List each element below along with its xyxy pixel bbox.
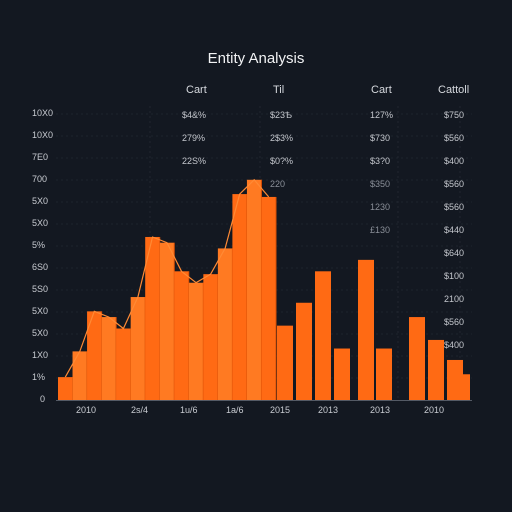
bar [376, 348, 392, 400]
table-cell: 1230 [370, 202, 391, 212]
table-cell: $0?% [270, 156, 294, 166]
table-cell: $640 [444, 248, 465, 258]
y-tick-label: 700 [32, 174, 48, 184]
table-cell: $23Ѣ [270, 110, 293, 120]
x-tick-label: 1a/6 [226, 405, 244, 415]
area-bar [246, 179, 262, 400]
area-bar [203, 274, 218, 400]
area-bar [188, 282, 204, 400]
area-bar [130, 297, 146, 400]
chart-marks [56, 178, 472, 401]
area-bar [58, 377, 73, 400]
table-cell: $560 [444, 202, 465, 212]
x-tick-label: 2013 [318, 405, 339, 415]
area-bar [159, 242, 175, 400]
column-header-3: Cart [371, 84, 392, 96]
area-bar [261, 196, 276, 400]
y-tick-label: 5S0 [32, 284, 49, 294]
y-tick-label: 10X0 [32, 130, 54, 140]
area-bar [232, 194, 247, 400]
bar [315, 271, 331, 400]
table-cell: $730 [370, 133, 391, 143]
bar [296, 302, 312, 400]
y-tick-label: 1% [32, 372, 46, 382]
table-cell: 2100 [444, 294, 465, 304]
bar [460, 374, 470, 400]
table-cell: 127% [370, 110, 394, 120]
column-header-1: Cart [186, 84, 207, 96]
x-tick-label: 2015 [270, 405, 291, 415]
y-tick-label: 5X0 [32, 218, 49, 228]
y-tick-label: 5X0 [32, 328, 49, 338]
table-cell: $560 [444, 133, 465, 143]
table-cell: $3?0 [370, 156, 391, 166]
y-tick-label: 6S0 [32, 262, 49, 272]
bar [334, 348, 350, 400]
y-tick-label: 5% [32, 240, 46, 250]
x-tick-label: 2010 [76, 405, 97, 415]
y-tick-label: 0 [40, 394, 46, 404]
table-cell: 2$3% [270, 133, 294, 143]
y-tick-label: 10X0 [32, 108, 54, 118]
bar [277, 325, 293, 400]
bar [447, 359, 463, 400]
table-cell: $4&% [182, 110, 207, 120]
area-outline [64, 178, 270, 378]
area-bar [217, 248, 233, 400]
table-cell: $560 [444, 179, 465, 189]
table-cell: 220 [270, 179, 286, 189]
table-cell: $350 [370, 179, 391, 189]
bar [358, 259, 374, 400]
table-cell: £130 [370, 225, 391, 235]
y-tick-label: 5X0 [32, 306, 49, 316]
table-cell: $100 [444, 271, 465, 281]
table-cell: $440 [444, 225, 465, 235]
x-tick-label: 2s/4 [131, 405, 149, 415]
table-cell: 22S% [182, 156, 207, 166]
area-bar [145, 236, 160, 400]
x-tick-label: 2013 [370, 405, 391, 415]
bar [428, 339, 444, 400]
column-header-2: Til [273, 84, 285, 96]
area-bar [72, 351, 88, 400]
x-tick-label: 2010 [424, 405, 445, 415]
table-cell: $560 [444, 317, 465, 327]
area-bar [87, 311, 102, 400]
y-tick-label: 7E0 [32, 152, 49, 162]
area-bar [101, 317, 117, 400]
y-tick-label: 1X0 [32, 350, 49, 360]
table-cell: $750 [444, 110, 465, 120]
table-cell: 279% [182, 133, 206, 143]
area-bar [174, 271, 189, 400]
table-cell: $400 [444, 340, 465, 350]
x-tick-label: 1u/6 [180, 405, 198, 415]
table-cell: $400 [444, 156, 465, 166]
y-tick-label: 5X0 [32, 196, 49, 206]
bar [409, 317, 425, 400]
area-bar [116, 328, 131, 400]
column-header-4: Cattoll [438, 84, 470, 96]
chart-title: Entity Analysis [207, 50, 305, 67]
